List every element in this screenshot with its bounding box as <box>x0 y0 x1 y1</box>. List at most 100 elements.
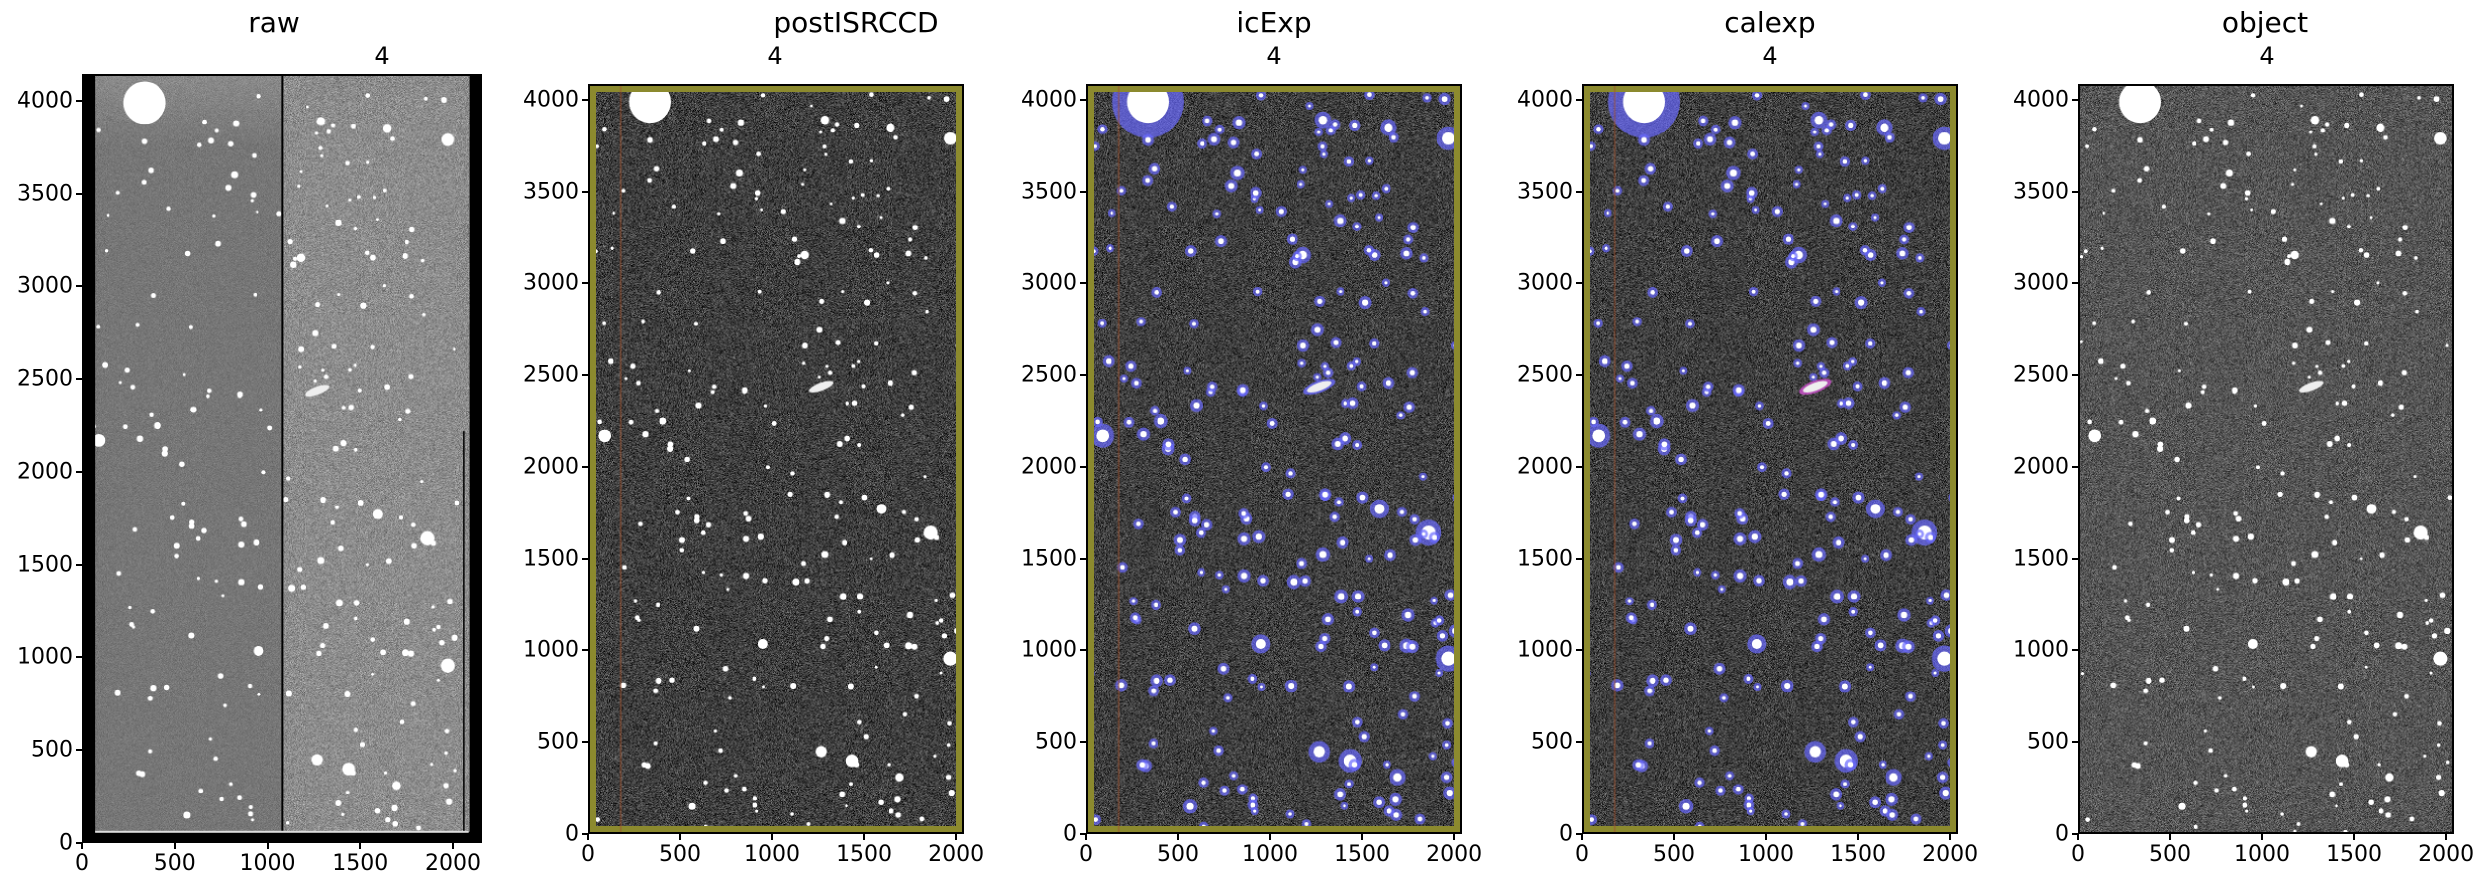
y-tick-mark <box>582 741 588 744</box>
y-tick-mark <box>2072 741 2078 744</box>
y-tick-label: 1500 <box>1021 546 1077 572</box>
x-tick-mark <box>2169 834 2172 840</box>
panel-subtitle-calexp: 4 <box>1762 42 1778 70</box>
panel-title-calexp: calexp <box>1724 6 1816 39</box>
y-tick-mark <box>2072 98 2078 101</box>
y-tick-mark <box>1080 741 1086 744</box>
x-tick-label: 500 <box>1157 842 1200 867</box>
y-tick-label: 4000 <box>1021 87 1077 113</box>
object-image <box>2080 86 2452 832</box>
y-tick-mark <box>2072 282 2078 285</box>
x-tick-mark <box>1765 834 1768 840</box>
y-tick-label: 1500 <box>17 552 73 578</box>
x-tick-label: 500 <box>153 851 196 876</box>
y-tick-label: 4000 <box>17 88 73 114</box>
x-tick-label: 2000 <box>1922 842 1979 867</box>
y-tick-label: 0 <box>2055 821 2069 847</box>
x-tick-mark <box>1673 834 1676 840</box>
y-tick-mark <box>1080 465 1086 468</box>
panel-title-raw: raw <box>248 6 300 39</box>
y-tick-mark <box>1080 190 1086 193</box>
y-tick-mark <box>582 98 588 101</box>
y-tick-label: 3500 <box>2013 179 2069 205</box>
y-tick-label: 500 <box>2027 729 2069 755</box>
x-tick-mark <box>2445 834 2448 840</box>
y-tick-mark <box>1576 282 1582 285</box>
y-tick-label: 500 <box>31 737 73 763</box>
x-tick-label: 0 <box>581 842 595 867</box>
y-tick-label: 2000 <box>2013 454 2069 480</box>
x-tick-mark <box>771 834 774 840</box>
y-tick-mark <box>1576 98 1582 101</box>
y-tick-mark <box>76 656 82 659</box>
postisrccd-image-axes <box>588 84 964 834</box>
panel-subtitle-raw: 4 <box>374 42 390 70</box>
y-tick-label: 500 <box>1531 729 1573 755</box>
y-tick-label: 3500 <box>17 181 73 207</box>
y-tick-mark <box>1080 374 1086 377</box>
x-tick-label: 1000 <box>1242 842 1299 867</box>
y-tick-label: 2000 <box>523 454 579 480</box>
x-tick-mark <box>1453 834 1456 840</box>
x-tick-label: 500 <box>2149 842 2192 867</box>
x-tick-mark <box>679 834 682 840</box>
y-tick-label: 0 <box>1063 821 1077 847</box>
x-tick-mark <box>2261 834 2264 840</box>
panel-title-postisrccd: postISRCCD <box>773 6 939 39</box>
x-tick-label: 1500 <box>1334 842 1391 867</box>
y-tick-label: 2500 <box>523 362 579 388</box>
y-tick-label: 3500 <box>523 179 579 205</box>
y-tick-label: 4000 <box>2013 87 2069 113</box>
y-tick-mark <box>1080 98 1086 101</box>
x-tick-label: 0 <box>2071 842 2085 867</box>
y-tick-mark <box>1080 282 1086 285</box>
y-tick-label: 2500 <box>2013 362 2069 388</box>
y-tick-mark <box>2072 833 2078 835</box>
y-tick-mark <box>582 282 588 285</box>
x-tick-mark <box>587 834 589 840</box>
y-tick-mark <box>1576 190 1582 193</box>
y-tick-mark <box>1576 374 1582 377</box>
y-tick-mark <box>76 378 82 381</box>
y-tick-label: 2500 <box>1021 362 1077 388</box>
y-tick-label: 3500 <box>1517 179 1573 205</box>
y-tick-mark <box>1080 649 1086 652</box>
x-tick-mark <box>1857 834 1860 840</box>
icexp-image-axes <box>1086 84 1462 834</box>
x-tick-mark <box>1269 834 1272 840</box>
y-tick-label: 2500 <box>1517 362 1573 388</box>
y-tick-mark <box>2072 190 2078 193</box>
y-tick-mark <box>76 749 82 752</box>
x-tick-mark <box>1361 834 1364 840</box>
x-tick-label: 1000 <box>239 851 296 876</box>
panel-title-object: object <box>2221 6 2309 39</box>
x-tick-label: 1000 <box>2234 842 2291 867</box>
calexp-image <box>1584 86 1956 832</box>
x-tick-mark <box>2353 834 2356 840</box>
x-tick-label: 2000 <box>2418 842 2475 867</box>
x-tick-mark <box>1581 834 1583 840</box>
y-tick-mark <box>582 649 588 652</box>
panel-title-icexp: icExp <box>1236 6 1312 39</box>
x-tick-label: 500 <box>659 842 702 867</box>
y-tick-label: 1500 <box>1517 546 1573 572</box>
x-tick-label: 0 <box>1575 842 1589 867</box>
x-tick-mark <box>81 843 83 849</box>
y-tick-label: 1500 <box>2013 546 2069 572</box>
x-tick-label: 1000 <box>744 842 801 867</box>
x-tick-mark <box>266 843 269 849</box>
y-tick-label: 2000 <box>17 459 73 485</box>
calexp-image-axes <box>1582 84 1958 834</box>
x-tick-label: 1500 <box>1830 842 1887 867</box>
y-tick-mark <box>76 99 82 102</box>
x-tick-label: 0 <box>1079 842 1093 867</box>
y-tick-label: 3000 <box>2013 270 2069 296</box>
y-tick-label: 500 <box>537 729 579 755</box>
y-tick-label: 1000 <box>2013 637 2069 663</box>
x-tick-mark <box>1177 834 1180 840</box>
y-tick-label: 0 <box>59 830 73 856</box>
y-tick-mark <box>582 465 588 468</box>
y-tick-mark <box>76 285 82 288</box>
x-tick-mark <box>955 834 958 840</box>
object-image-axes <box>2078 84 2454 834</box>
